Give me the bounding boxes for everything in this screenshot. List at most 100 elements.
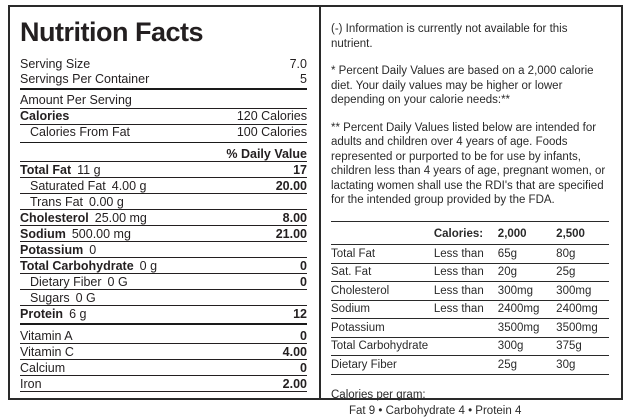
nutrition-facts-title: Nutrition Facts bbox=[20, 17, 204, 47]
nutrient-name: Sodium bbox=[20, 226, 66, 241]
dv-qualifier bbox=[433, 337, 498, 356]
nutrient-amount: 4.00 g bbox=[111, 178, 147, 193]
nutrient-row-trans-fat: Trans Fat 0.00 g bbox=[20, 194, 307, 211]
nutrient-row-sugars: Sugars 0 G bbox=[20, 290, 307, 307]
dv-2000: 3500mg bbox=[497, 318, 557, 338]
note-rdi: ** Percent Daily Values listed below are… bbox=[331, 121, 606, 207]
calories-2500-header: 2,500 bbox=[556, 220, 609, 245]
nutrient-name: Total Fat bbox=[20, 162, 72, 177]
vitamin-daily-value: 0 bbox=[300, 360, 307, 375]
dv-2500: 300mg bbox=[556, 281, 609, 301]
daily-value-header-row: % Daily Value bbox=[20, 146, 307, 163]
nutrient-amount: 0 G bbox=[75, 290, 96, 305]
nutrient-amount: 0 G bbox=[107, 274, 128, 289]
dv-2500: 375g bbox=[556, 337, 609, 356]
nutrient-row-dietary-fiber: Dietary Fiber 0 G 0 bbox=[20, 274, 307, 291]
nutrient-name: Dietary Fiber bbox=[30, 274, 102, 289]
calories-row: Calories 120 Calories bbox=[20, 109, 307, 125]
table-row: Total Carbohydrate 300g 375g bbox=[331, 337, 609, 356]
calories-label: Calories bbox=[20, 109, 70, 124]
calories-column-header: Calories: bbox=[433, 220, 498, 245]
note-daily-values: * Percent Daily Values are based on a 2,… bbox=[331, 65, 594, 106]
nutrient-row-total-fat: Total Fat 11 g 17 bbox=[20, 162, 307, 179]
nutrient-name: Protein bbox=[20, 306, 64, 321]
nutrient-row-saturated-fat: Saturated Fat 4.00 g 20.00 bbox=[20, 178, 307, 195]
calories-2000-header: 2,000 bbox=[497, 220, 557, 245]
calories-per-gram-label: Calories per gram: bbox=[331, 388, 426, 401]
vitamin-name: Vitamin A bbox=[20, 328, 73, 343]
nutrient-row-total-carbohydrate: Total Carbohydrate 0 g 0 bbox=[20, 258, 307, 275]
nutrient-amount: 500.00 mg bbox=[71, 226, 131, 241]
calories-from-fat-row: Calories From Fat 100 Calories bbox=[20, 125, 307, 140]
vitamin-name: Iron bbox=[20, 376, 42, 391]
nutrient-amount: 11 g bbox=[77, 162, 101, 177]
info-panel: (-) Information is currently not availab… bbox=[321, 7, 621, 417]
dv-qualifier bbox=[433, 318, 498, 338]
nutrient-daily-value: 21.00 bbox=[275, 226, 307, 241]
dv-nutrient: Cholesterol bbox=[331, 281, 434, 301]
table-row: Potassium 3500mg 3500mg bbox=[331, 318, 609, 338]
vitamin-row-iron: Iron 2.00 bbox=[20, 376, 307, 393]
nutrient-name: Saturated Fat bbox=[30, 178, 106, 193]
dv-2000: 25g bbox=[497, 355, 557, 375]
amount-per-serving-row: Amount Per Serving bbox=[20, 93, 307, 109]
vitamin-row-vitamin-a: Vitamin A 0 bbox=[20, 328, 307, 345]
nutrient-daily-value: 0 bbox=[300, 258, 307, 273]
dv-nutrient: Dietary Fiber bbox=[331, 355, 434, 375]
dv-2000: 20g bbox=[497, 263, 557, 282]
nutrient-daily-value: 8.00 bbox=[282, 210, 307, 225]
daily-value-header: % Daily Value bbox=[226, 146, 307, 161]
dv-nutrient: Total Fat bbox=[331, 244, 434, 264]
table-row: Sodium Less than 2400mg 2400mg bbox=[331, 300, 609, 319]
nutrient-amount: 25.00 mg bbox=[94, 210, 147, 225]
serving-size-row: Serving Size 7.0 bbox=[20, 56, 307, 71]
dv-qualifier: Less than bbox=[433, 263, 498, 282]
dv-qualifier: Less than bbox=[433, 244, 498, 264]
dv-nutrient: Potassium bbox=[331, 318, 434, 338]
thick-divider-bar bbox=[20, 88, 307, 90]
vitamin-name: Calcium bbox=[20, 360, 66, 375]
dv-2000: 300mg bbox=[497, 281, 557, 301]
nutrient-daily-value: 12 bbox=[293, 306, 307, 321]
serving-size-value: 7.0 bbox=[289, 56, 307, 71]
dv-qualifier bbox=[433, 355, 498, 375]
nutrient-name: Cholesterol bbox=[20, 210, 89, 225]
calories-from-fat-label: Calories From Fat bbox=[30, 125, 131, 140]
vitamin-daily-value: 4.00 bbox=[282, 344, 307, 359]
dv-2000: 65g bbox=[497, 244, 557, 264]
nutrition-label-panel: Nutrition Facts Serving Size 7.0 Serving… bbox=[10, 7, 321, 398]
thick-divider-bar bbox=[20, 141, 307, 144]
nutrition-info-window: Nutrition Facts Serving Size 7.0 Serving… bbox=[8, 5, 623, 417]
servings-per-container-row: Servings Per Container 5 bbox=[20, 71, 307, 86]
calories-per-gram-block: Calories per gram: Fat 9 • Carbohydrate … bbox=[331, 388, 609, 419]
calories-value: 120 Calories bbox=[236, 109, 307, 124]
nutrient-row-protein: Protein 6 g 12 bbox=[20, 306, 307, 321]
dv-2000: 300g bbox=[497, 337, 557, 356]
dv-qualifier: Less than bbox=[433, 281, 498, 301]
dv-2500: 2400mg bbox=[556, 300, 609, 319]
daily-values-table: Calories: 2,000 2,500 Total Fat Less tha… bbox=[331, 220, 609, 375]
table-row: Cholesterol Less than 300mg 300mg bbox=[331, 281, 609, 301]
nutrient-row-cholesterol: Cholesterol 25.00 mg 8.00 bbox=[20, 210, 307, 227]
calories-from-fat-value: 100 Calories bbox=[236, 125, 307, 140]
calories-per-gram-values: Fat 9 • Carbohydrate 4 • Protein 4 bbox=[349, 405, 522, 417]
dv-qualifier: Less than bbox=[433, 300, 498, 319]
nutrient-row-potassium: Potassium 0 bbox=[20, 242, 307, 259]
vitamin-daily-value: 0 bbox=[300, 328, 307, 343]
table-row: Sat. Fat Less than 20g 25g bbox=[331, 263, 609, 282]
vitamin-daily-value: 2.00 bbox=[282, 376, 307, 391]
dv-2500: 30g bbox=[556, 355, 609, 375]
servings-per-container-label: Servings Per Container bbox=[20, 71, 150, 86]
table-row: Dietary Fiber 25g 30g bbox=[331, 355, 609, 375]
dv-2500: 25g bbox=[556, 263, 609, 282]
nutrient-name: Total Carbohydrate bbox=[20, 258, 134, 273]
dv-nutrient: Sat. Fat bbox=[331, 263, 434, 282]
nutrient-amount: 0 bbox=[89, 242, 97, 257]
daily-values-header-row: Calories: 2,000 2,500 bbox=[331, 220, 609, 245]
vitamin-row-vitamin-c: Vitamin C 4.00 bbox=[20, 344, 307, 361]
dv-2500: 80g bbox=[556, 244, 609, 264]
servings-per-container-value: 5 bbox=[300, 71, 307, 86]
nutrient-name: Trans Fat bbox=[30, 194, 84, 209]
dv-2000: 2400mg bbox=[497, 300, 557, 319]
note-not-available: (-) Information is currently not availab… bbox=[331, 23, 568, 50]
